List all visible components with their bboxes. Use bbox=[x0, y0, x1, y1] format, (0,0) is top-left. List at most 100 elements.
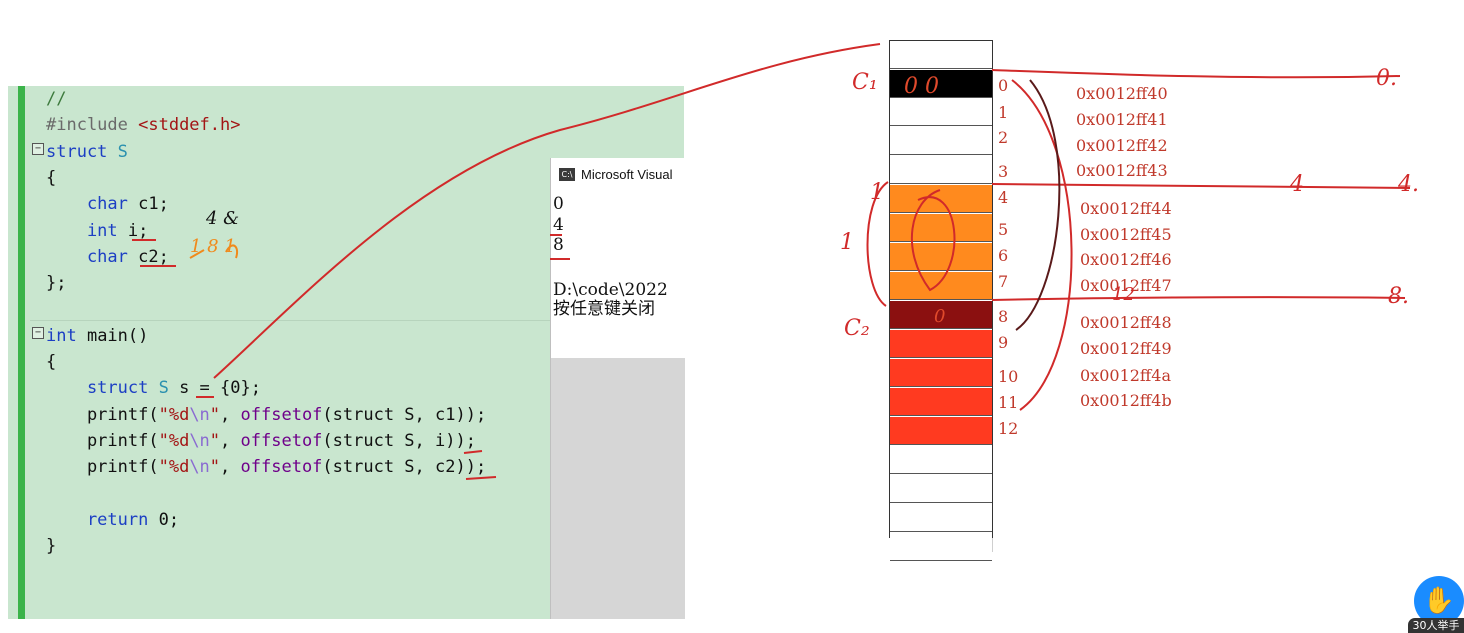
code-line: printf("%d\n", offsetof(struct S, c2)); bbox=[46, 454, 486, 480]
console-titlebar[interactable]: C:\ Microsoft Visual bbox=[551, 158, 685, 192]
memory-offset-label: 0 bbox=[998, 76, 1009, 95]
annotation-offset-8: 8. bbox=[1388, 284, 1409, 309]
code-line: char c2; bbox=[46, 244, 169, 270]
memory-offset-label: 2 bbox=[998, 128, 1009, 147]
code-token: } bbox=[46, 536, 57, 557]
memory-cell bbox=[890, 185, 992, 213]
memory-offset-label: 5 bbox=[998, 220, 1009, 239]
code-token: // bbox=[46, 89, 67, 109]
memory-cell bbox=[890, 446, 992, 474]
label-c2: C₂ bbox=[844, 316, 870, 341]
memory-offset-label: 8 bbox=[998, 307, 1009, 326]
console-line: 0 bbox=[553, 194, 564, 214]
memory-address-label: 0x0012ff46 bbox=[1080, 250, 1172, 269]
code-token: printf( bbox=[46, 430, 159, 451]
memory-cell bbox=[890, 41, 992, 69]
console-title: Microsoft Visual bbox=[581, 167, 673, 182]
annotation-bracket-one: 1 bbox=[840, 230, 854, 255]
memory-column bbox=[889, 40, 993, 561]
code-line: char c1; bbox=[46, 191, 169, 217]
memory-offset-label: 3 bbox=[998, 162, 1009, 181]
code-token: struct bbox=[46, 141, 118, 162]
editor-separator bbox=[30, 320, 684, 321]
code-token: 0; bbox=[158, 509, 180, 530]
code-token: printf( bbox=[46, 404, 159, 425]
console-line: 按任意键关闭 bbox=[553, 299, 655, 319]
value-c2: 0 bbox=[934, 306, 946, 327]
code-token: " bbox=[209, 404, 221, 425]
arrow-eight-line bbox=[991, 296, 1406, 301]
bracket-c1-to-i bbox=[866, 181, 889, 307]
console-line: 8 bbox=[553, 235, 564, 255]
editor-change-margin bbox=[18, 86, 25, 619]
code-token: , bbox=[220, 457, 241, 478]
code-line: int main() bbox=[46, 323, 148, 349]
console-empty-area bbox=[551, 358, 685, 619]
raised-hand-icon[interactable]: ✋ bbox=[1414, 576, 1464, 626]
memory-offset-label: 1 bbox=[998, 103, 1009, 122]
memory-cell bbox=[890, 243, 992, 271]
code-token: (struct S, c2)); bbox=[322, 457, 487, 478]
annotation-code-orange: 1 8 1 bbox=[190, 236, 236, 257]
code-token: int bbox=[46, 325, 87, 346]
value-c1: 0 0 bbox=[904, 74, 939, 99]
code-token: <stddef.h> bbox=[138, 115, 241, 136]
code-token: }; bbox=[46, 273, 67, 294]
memory-address-label: 0x0012ff40 bbox=[1076, 84, 1168, 103]
code-line: { bbox=[46, 349, 56, 375]
code-token: , bbox=[220, 404, 241, 425]
code-line: struct S s = {0}; bbox=[46, 375, 261, 401]
code-line: printf("%d\n", offsetof(struct S, i)); bbox=[46, 428, 476, 454]
code-token: s = {0}; bbox=[168, 378, 261, 399]
annotation-twelve: 12 bbox=[1112, 284, 1135, 305]
annotation-offset-0: 0. bbox=[1376, 66, 1397, 91]
memory-cell bbox=[890, 156, 992, 184]
memory-cell bbox=[890, 475, 992, 503]
memory-cell bbox=[890, 417, 992, 445]
code-line: } bbox=[46, 533, 56, 559]
code-token: \n bbox=[189, 457, 210, 478]
memory-offset-label: 12 bbox=[998, 419, 1019, 438]
memory-address-label: 0x0012ff47 bbox=[1080, 276, 1172, 295]
scribble-int-i bbox=[910, 189, 956, 292]
memory-offset-label: 4 bbox=[998, 188, 1009, 207]
code-token: struct bbox=[46, 378, 159, 399]
console-line: 4 bbox=[553, 215, 564, 235]
console-app-icon: C:\ bbox=[559, 168, 575, 181]
code-line: return 0; bbox=[46, 507, 179, 533]
code-token: c2; bbox=[138, 246, 169, 267]
memory-address-label: 0x0012ff49 bbox=[1080, 339, 1172, 358]
code-line: #include <stddef.h> bbox=[46, 112, 240, 138]
memory-address-label: 0x0012ff45 bbox=[1080, 225, 1172, 244]
memory-cell bbox=[890, 98, 992, 126]
code-token: offsetof bbox=[240, 457, 323, 478]
arc-zero-to-twelve bbox=[1011, 79, 1073, 411]
memory-address-label: 0x0012ff44 bbox=[1080, 199, 1172, 218]
fold-struct-icon[interactable]: − bbox=[32, 143, 44, 155]
memory-cell bbox=[890, 70, 992, 98]
code-token: (struct S, i)); bbox=[322, 430, 476, 451]
annotation-code-4-and: 4 & bbox=[206, 208, 240, 229]
memory-address-label: 0x0012ff42 bbox=[1076, 136, 1168, 155]
memory-cell bbox=[890, 330, 992, 358]
fold-main-icon[interactable]: − bbox=[32, 327, 44, 339]
code-token: \n bbox=[189, 404, 210, 425]
code-token: " bbox=[209, 430, 221, 451]
underline-c2-call bbox=[465, 476, 497, 480]
arrow-four-line bbox=[991, 183, 1411, 189]
code-token: #include bbox=[46, 115, 139, 136]
code-token: , bbox=[220, 430, 241, 451]
memory-address-label: 0x0012ff43 bbox=[1076, 161, 1168, 180]
hand-raise-count[interactable]: 30人举手 bbox=[1408, 618, 1464, 633]
memory-address-label: 0x0012ff41 bbox=[1076, 110, 1168, 129]
memory-offset-label: 11 bbox=[998, 393, 1019, 412]
code-token: (struct S, c1)); bbox=[322, 404, 487, 425]
code-token: "%d bbox=[158, 404, 190, 425]
memory-offset-label: 10 bbox=[998, 367, 1019, 386]
code-line: struct S bbox=[46, 139, 128, 165]
code-token: main() bbox=[86, 325, 149, 346]
console-window[interactable]: C:\ Microsoft Visual 0 4 8 D:\code\2022 … bbox=[550, 158, 685, 619]
memory-offset-label: 9 bbox=[998, 333, 1009, 352]
label-c1: C₁ bbox=[852, 70, 878, 95]
code-token: { bbox=[46, 167, 57, 188]
